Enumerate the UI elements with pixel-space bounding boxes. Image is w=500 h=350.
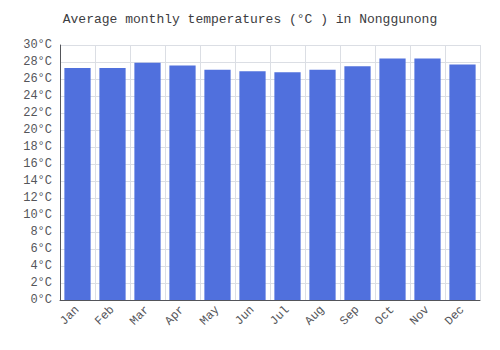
svg-text:18°C: 18°C bbox=[23, 140, 52, 154]
svg-text:14°C: 14°C bbox=[23, 174, 52, 188]
svg-text:0°C: 0°C bbox=[30, 293, 52, 307]
svg-text:10°C: 10°C bbox=[23, 208, 52, 222]
svg-text:12°C: 12°C bbox=[23, 191, 52, 205]
svg-text:Jul: Jul bbox=[267, 303, 292, 328]
svg-text:20°C: 20°C bbox=[23, 123, 52, 137]
svg-text:Apr: Apr bbox=[162, 303, 187, 328]
svg-text:24°C: 24°C bbox=[23, 89, 52, 103]
svg-text:Average monthly temperatures (: Average monthly temperatures (°C ) in No… bbox=[63, 12, 437, 27]
svg-text:16°C: 16°C bbox=[23, 157, 52, 171]
svg-text:May: May bbox=[197, 303, 222, 328]
svg-text:6°C: 6°C bbox=[30, 242, 52, 256]
svg-text:28°C: 28°C bbox=[23, 55, 52, 69]
svg-text:8°C: 8°C bbox=[30, 225, 52, 239]
svg-text:Mar: Mar bbox=[127, 303, 152, 328]
svg-text:4°C: 4°C bbox=[30, 259, 52, 273]
svg-text:Nov: Nov bbox=[407, 303, 432, 328]
svg-text:Feb: Feb bbox=[92, 303, 117, 328]
svg-text:Dec: Dec bbox=[442, 303, 467, 328]
svg-text:Jun: Jun bbox=[232, 303, 257, 328]
svg-text:Sep: Sep bbox=[337, 303, 362, 328]
svg-text:Jan: Jan bbox=[57, 303, 82, 328]
svg-text:2°C: 2°C bbox=[30, 276, 52, 290]
svg-text:Oct: Oct bbox=[372, 303, 397, 328]
svg-text:22°C: 22°C bbox=[23, 106, 52, 120]
svg-text:26°C: 26°C bbox=[23, 72, 52, 86]
svg-text:30°C: 30°C bbox=[23, 38, 52, 52]
svg-text:Aug: Aug bbox=[302, 303, 327, 328]
